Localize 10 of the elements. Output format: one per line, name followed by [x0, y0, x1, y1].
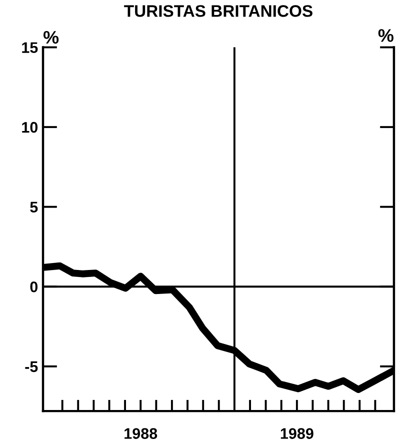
- y-tick-label: 5: [30, 202, 38, 213]
- y-tick-label: 15: [22, 42, 38, 53]
- x-tick-label: 1988: [124, 428, 158, 439]
- y2-axis-title: %: [378, 29, 394, 42]
- x-tick-label: 1989: [280, 428, 314, 439]
- y-axis-title: %: [43, 30, 59, 44]
- y-tick-label: 0: [30, 281, 38, 292]
- chart-title: TURISTAS BRITANICOS: [124, 5, 312, 17]
- y-tick-label: 10: [22, 122, 38, 133]
- y-tick-label: -5: [25, 361, 38, 372]
